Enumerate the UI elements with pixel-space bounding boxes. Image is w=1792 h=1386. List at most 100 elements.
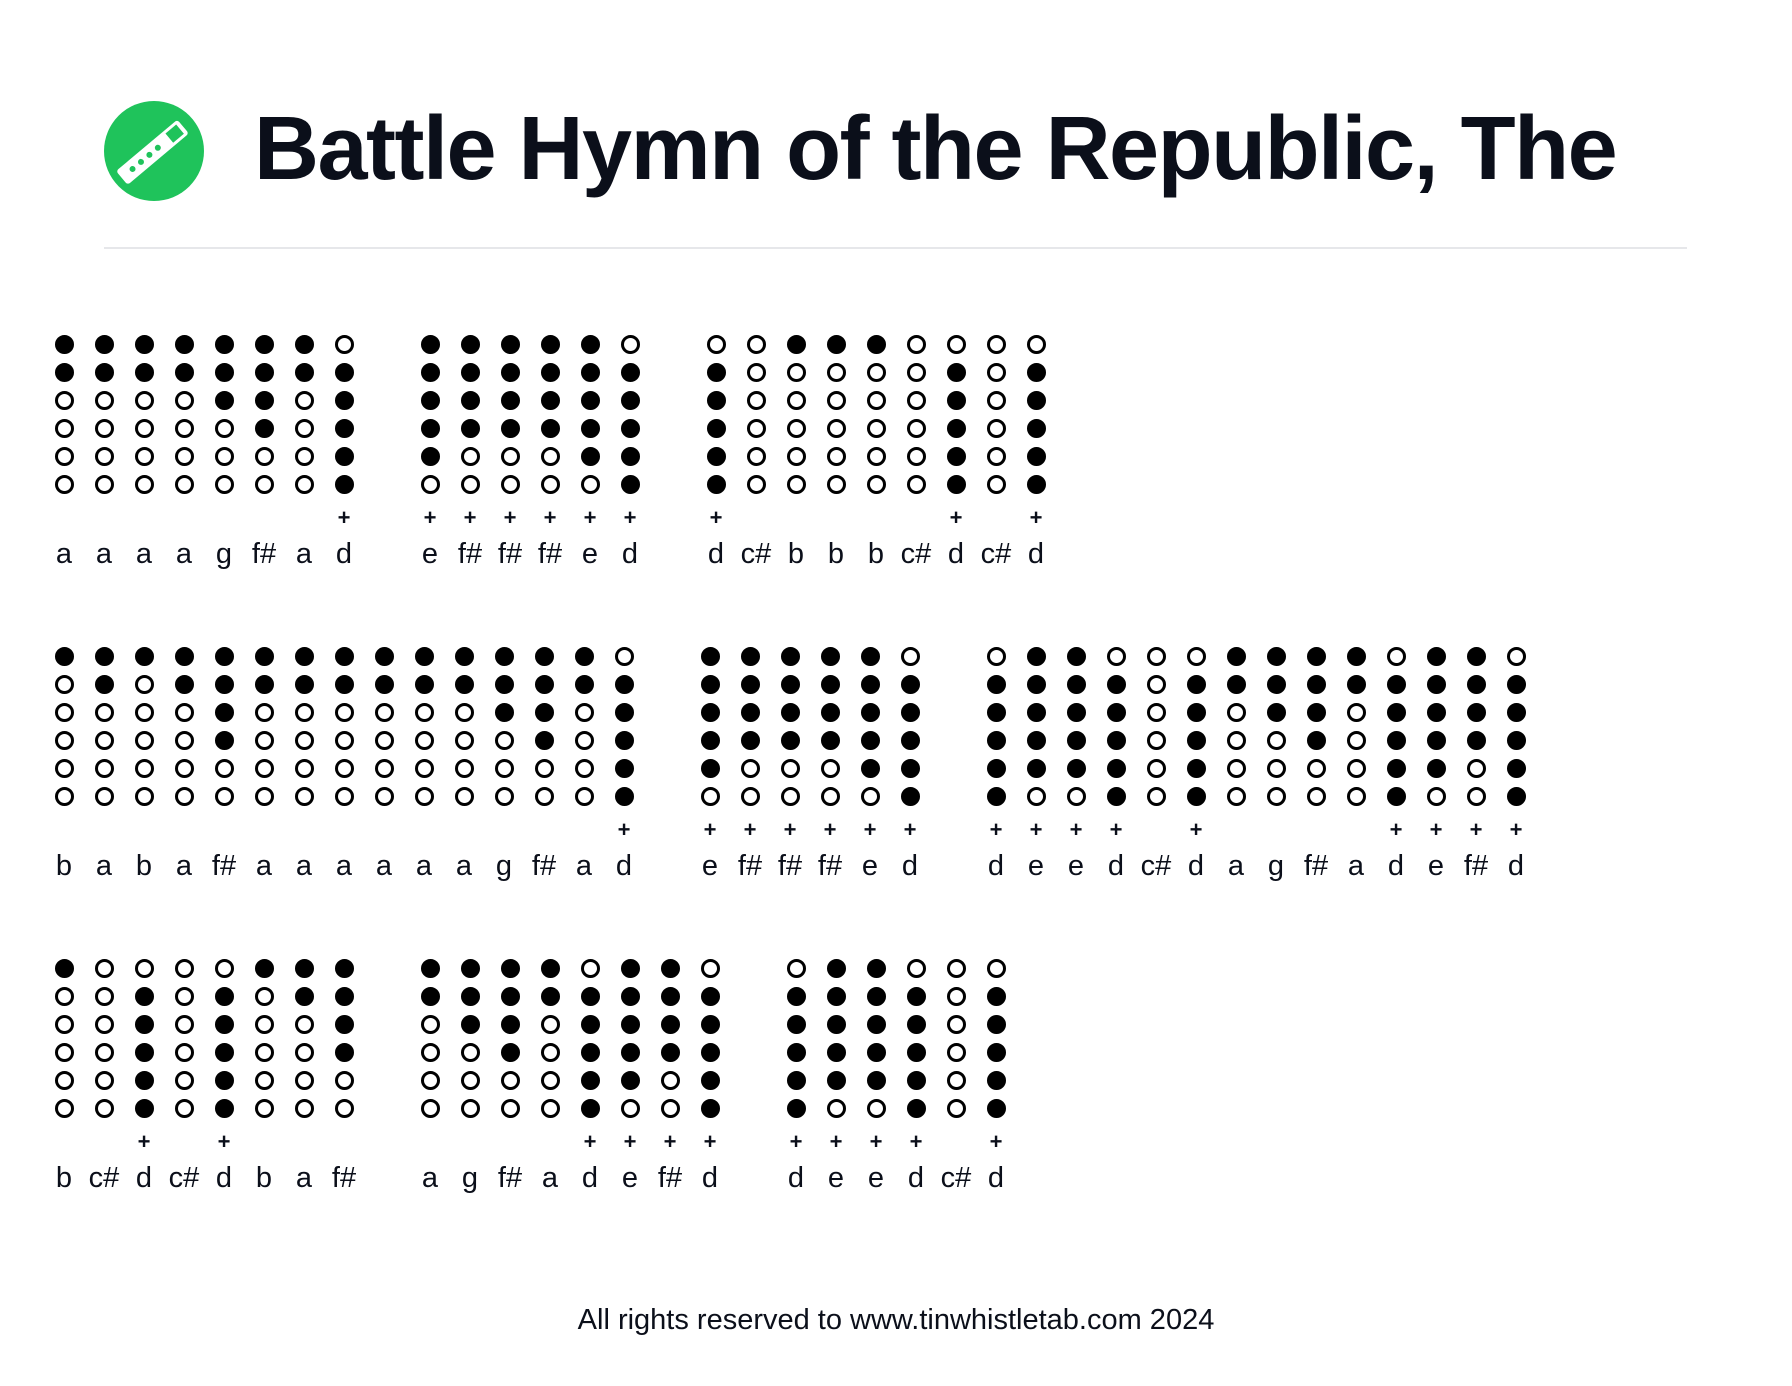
note-label: f# bbox=[777, 850, 803, 882]
phrase-group: b c# + d c# + d b a f# bbox=[44, 954, 364, 1266]
note-label: e bbox=[827, 1162, 845, 1194]
note-label: a bbox=[255, 850, 273, 882]
closed-hole bbox=[294, 675, 314, 694]
note-label: d bbox=[947, 538, 965, 570]
open-hole bbox=[334, 731, 354, 750]
open-hole bbox=[946, 987, 966, 1006]
note-column: b bbox=[44, 642, 84, 954]
closed-hole bbox=[620, 1043, 640, 1062]
note-label: g bbox=[215, 538, 233, 570]
open-hole bbox=[1346, 787, 1366, 806]
open-hole bbox=[134, 475, 154, 494]
open-hole bbox=[294, 475, 314, 494]
closed-hole bbox=[1186, 731, 1206, 750]
note-column: + e bbox=[1416, 642, 1456, 954]
open-hole bbox=[254, 987, 274, 1006]
open-hole bbox=[134, 703, 154, 722]
note-column: a bbox=[364, 642, 404, 954]
closed-hole bbox=[614, 731, 634, 750]
closed-hole bbox=[1026, 731, 1046, 750]
closed-hole bbox=[620, 475, 640, 494]
closed-hole bbox=[174, 675, 194, 694]
note-column: + d bbox=[1016, 330, 1056, 642]
open-hole bbox=[254, 1043, 274, 1062]
note-label: d bbox=[621, 538, 639, 570]
closed-hole bbox=[866, 1071, 886, 1090]
closed-hole bbox=[986, 787, 1006, 806]
closed-hole bbox=[706, 447, 726, 466]
closed-hole bbox=[134, 1043, 154, 1062]
closed-hole bbox=[494, 675, 514, 694]
closed-hole bbox=[786, 1043, 806, 1062]
note-label: a bbox=[415, 850, 433, 882]
closed-hole bbox=[660, 1043, 680, 1062]
closed-hole bbox=[294, 959, 314, 978]
open-hole bbox=[574, 787, 594, 806]
open-hole bbox=[54, 1043, 74, 1062]
octave-marker: + bbox=[1389, 817, 1403, 842]
open-hole bbox=[94, 475, 114, 494]
open-hole bbox=[254, 475, 274, 494]
closed-hole bbox=[460, 335, 480, 354]
octave-marker: + bbox=[863, 817, 877, 842]
open-hole bbox=[1146, 787, 1166, 806]
open-hole bbox=[174, 959, 194, 978]
closed-hole bbox=[54, 959, 74, 978]
closed-hole bbox=[294, 987, 314, 1006]
open-hole bbox=[620, 335, 640, 354]
open-hole bbox=[460, 1043, 480, 1062]
open-hole bbox=[1266, 759, 1286, 778]
open-hole bbox=[906, 391, 926, 410]
octave-marker: + bbox=[583, 1129, 597, 1154]
open-hole bbox=[746, 447, 766, 466]
open-hole bbox=[906, 959, 926, 978]
page-header: Battle Hymn of the Republic, The bbox=[104, 88, 1687, 218]
closed-hole bbox=[1026, 447, 1046, 466]
note-label: d bbox=[135, 1162, 153, 1194]
octave-marker: + bbox=[1029, 817, 1043, 842]
closed-hole bbox=[334, 1015, 354, 1034]
closed-hole bbox=[826, 1015, 846, 1034]
closed-hole bbox=[1386, 703, 1406, 722]
open-hole bbox=[820, 787, 840, 806]
closed-hole bbox=[134, 1099, 154, 1118]
page-title: Battle Hymn of the Republic, The bbox=[254, 99, 1618, 199]
closed-hole bbox=[580, 1099, 600, 1118]
closed-hole bbox=[1266, 703, 1286, 722]
open-hole bbox=[500, 1099, 520, 1118]
closed-hole bbox=[620, 1071, 640, 1090]
open-hole bbox=[946, 1015, 966, 1034]
open-hole bbox=[706, 335, 726, 354]
open-hole bbox=[294, 447, 314, 466]
note-label: c# bbox=[740, 538, 772, 570]
closed-hole bbox=[134, 647, 154, 666]
closed-hole bbox=[780, 703, 800, 722]
note-label: d bbox=[335, 538, 353, 570]
note-label: d bbox=[1027, 538, 1045, 570]
note-label: d bbox=[1107, 850, 1125, 882]
closed-hole bbox=[500, 987, 520, 1006]
closed-hole bbox=[1186, 675, 1206, 694]
closed-hole bbox=[534, 647, 554, 666]
open-hole bbox=[1146, 647, 1166, 666]
closed-hole bbox=[1386, 675, 1406, 694]
note-column: b bbox=[816, 330, 856, 642]
phrase-group: + e + f# + f# + f# + e + d bbox=[410, 330, 650, 642]
note-label: c# bbox=[88, 1162, 120, 1194]
note-column: + d bbox=[776, 954, 816, 1266]
open-hole bbox=[420, 1071, 440, 1090]
open-hole bbox=[740, 787, 760, 806]
open-hole bbox=[906, 363, 926, 382]
closed-hole bbox=[1106, 731, 1126, 750]
open-hole bbox=[94, 391, 114, 410]
octave-marker: + bbox=[1469, 817, 1483, 842]
octave-marker: + bbox=[709, 505, 723, 530]
open-hole bbox=[94, 419, 114, 438]
note-label: a bbox=[455, 850, 473, 882]
open-hole bbox=[1506, 647, 1526, 666]
note-column: + e bbox=[816, 954, 856, 1266]
closed-hole bbox=[866, 987, 886, 1006]
note-label: b bbox=[55, 850, 73, 882]
closed-hole bbox=[580, 391, 600, 410]
octave-marker: + bbox=[703, 1129, 717, 1154]
